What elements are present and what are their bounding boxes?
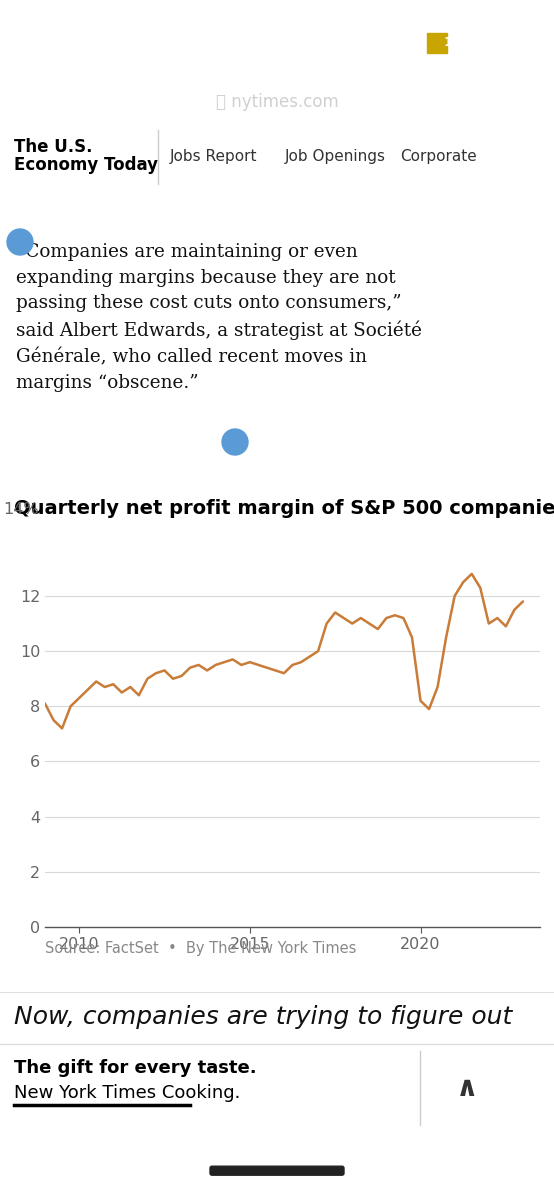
Text: New York Times Cooking.: New York Times Cooking. (14, 1084, 240, 1102)
Circle shape (7, 229, 33, 254)
Bar (373, 38, 382, 53)
Text: “Companies are maintaining or even
expanding margins because they are not
passin: “Companies are maintaining or even expan… (16, 242, 422, 392)
Bar (477, 37, 481, 49)
Bar (360, 43, 369, 53)
Text: 🔒 nytimes.com: 🔒 nytimes.com (216, 92, 338, 110)
Text: 9:17: 9:17 (18, 26, 86, 54)
Text: Economy Today: Economy Today (14, 156, 158, 174)
Bar (427, 32, 447, 53)
Text: Jobs Report: Jobs Report (170, 150, 258, 164)
Text: ∧: ∧ (456, 1074, 478, 1102)
Text: 17: 17 (443, 36, 461, 49)
Circle shape (222, 428, 248, 455)
Text: The gift for every taste.: The gift for every taste. (14, 1060, 257, 1078)
Text: Source: FactSet  •  By The New York Times: Source: FactSet • By The New York Times (45, 942, 356, 956)
Text: Quarterly net profit margin of S&P 500 companies: Quarterly net profit margin of S&P 500 c… (14, 498, 554, 517)
Bar (386, 35, 395, 53)
Text: Corporate: Corporate (400, 150, 477, 164)
Bar (399, 31, 408, 53)
Text: 🛜: 🛜 (402, 30, 414, 49)
FancyBboxPatch shape (210, 1166, 344, 1175)
Text: The U.S.: The U.S. (14, 138, 93, 156)
Text: 14%: 14% (3, 502, 39, 517)
Text: Job Openings: Job Openings (285, 150, 386, 164)
Text: Now, companies are trying to figure out: Now, companies are trying to figure out (14, 1004, 512, 1028)
